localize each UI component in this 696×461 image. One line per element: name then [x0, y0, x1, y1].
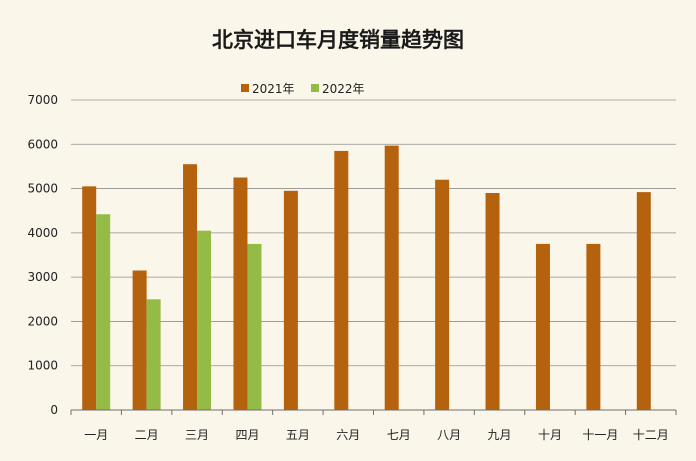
- legend-label-2021: 2021年: [252, 82, 295, 96]
- bar-2021: [485, 193, 500, 410]
- bar-2021: [435, 179, 450, 410]
- legend-swatch-2022: [311, 84, 319, 92]
- y-tick-label: 4000: [27, 226, 58, 240]
- bar-2021: [283, 190, 298, 410]
- legend-label-2022: 2022年: [322, 82, 365, 96]
- bar-2021: [183, 164, 198, 410]
- bar-2021: [535, 243, 550, 410]
- x-tick-label: 二月: [135, 428, 159, 442]
- chart-title: 北京进口车月度销量趋势图: [212, 28, 464, 52]
- y-tick-label: 1000: [27, 359, 58, 373]
- y-axis-ticks: 0 1000 2000 3000 4000 5000 6000 7000: [27, 93, 58, 417]
- bar-2021: [82, 186, 97, 410]
- x-tick-label: 十一月: [582, 428, 618, 442]
- bar-2021: [334, 150, 349, 410]
- y-tick-label: 3000: [27, 270, 58, 284]
- x-tick-label: 八月: [437, 428, 461, 442]
- y-tick-label: 6000: [27, 137, 58, 151]
- x-tick-label: 六月: [336, 428, 360, 442]
- x-tick-label: 四月: [235, 428, 259, 442]
- bar-2022: [96, 214, 111, 410]
- x-tick-label: 七月: [387, 428, 411, 442]
- x-axis-ticks: 一月 二月 三月 四月 五月 六月 七月 八月 九月 十月 十一月 十二月: [84, 428, 669, 442]
- legend-swatch-2021: [241, 84, 249, 92]
- bar-2022: [146, 299, 161, 410]
- bar-2021: [233, 177, 248, 410]
- bar-2021: [384, 145, 399, 410]
- bar-2022: [247, 243, 262, 410]
- x-tick-label: 三月: [185, 428, 209, 442]
- y-tick-label: 0: [50, 403, 58, 417]
- bars: [82, 145, 651, 410]
- x-tick-label: 五月: [286, 428, 310, 442]
- y-tick-label: 2000: [27, 314, 58, 328]
- bar-2022: [197, 230, 212, 410]
- bar-2021: [132, 270, 147, 410]
- x-tick-label: 一月: [84, 428, 108, 442]
- bar-2021: [586, 243, 601, 410]
- gridlines: [71, 99, 676, 367]
- y-tick-label: 5000: [27, 182, 58, 196]
- x-tick-label: 十二月: [633, 428, 669, 442]
- y-tick-label: 7000: [27, 93, 58, 107]
- bar-2021: [636, 192, 651, 410]
- x-tick-label: 十月: [538, 428, 562, 442]
- legend: 2021年 2022年: [241, 82, 365, 96]
- x-tick-label: 九月: [488, 428, 512, 442]
- x-axis: [70, 409, 677, 415]
